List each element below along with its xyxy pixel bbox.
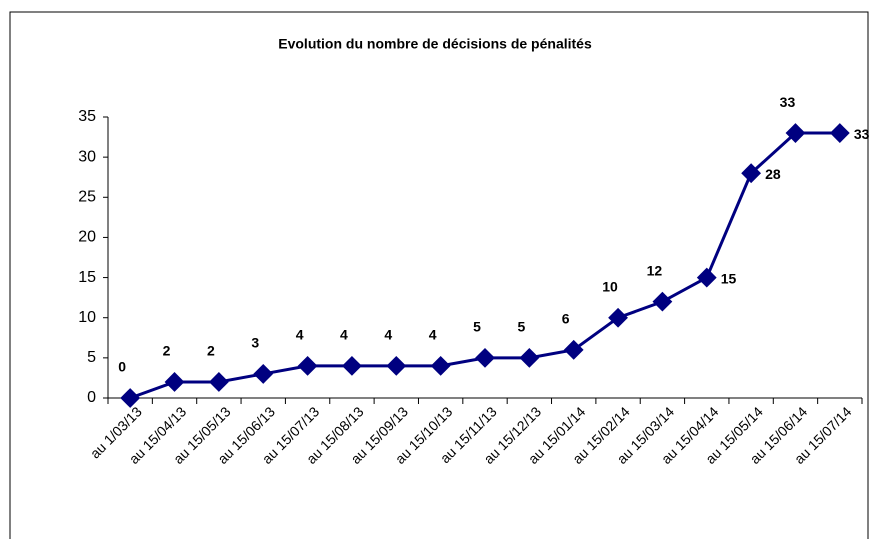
marker	[563, 339, 584, 360]
y-tick-label: 30	[78, 148, 96, 165]
data-label: 3	[251, 335, 259, 351]
data-label: 5	[473, 319, 481, 335]
y-tick-label: 20	[78, 229, 96, 246]
data-label: 12	[647, 262, 663, 278]
data-label: 6	[562, 311, 570, 327]
data-label: 5	[517, 319, 525, 335]
data-label: 4	[384, 327, 392, 343]
data-label: 33	[780, 94, 796, 110]
y-tick-label: 25	[78, 189, 96, 206]
y-tick-label: 5	[87, 349, 96, 366]
data-label: 2	[207, 343, 215, 359]
marker	[253, 364, 274, 384]
marker	[386, 355, 407, 376]
marker	[208, 372, 229, 392]
y-tick-label: 15	[78, 269, 96, 286]
y-tick-label: 0	[87, 389, 96, 406]
data-label: 4	[429, 327, 437, 343]
marker	[164, 372, 185, 392]
marker	[430, 355, 451, 376]
data-label: 10	[602, 278, 618, 294]
data-label: 4	[340, 327, 348, 343]
y-tick-label: 35	[78, 108, 96, 125]
marker	[519, 347, 540, 368]
data-label: 4	[296, 327, 304, 343]
data-label: 2	[163, 343, 171, 359]
marker	[297, 355, 318, 376]
y-tick-label: 10	[78, 309, 96, 326]
marker	[652, 291, 673, 312]
chart-border	[9, 11, 869, 539]
data-label: 33	[854, 126, 870, 142]
data-label: 15	[721, 270, 737, 286]
marker	[120, 388, 141, 408]
chart-title: Evolution du nombre de décisions de péna…	[278, 36, 592, 52]
marker	[342, 355, 362, 376]
marker	[475, 347, 495, 368]
marker	[608, 307, 628, 328]
data-label: 0	[118, 359, 126, 375]
data-label: 28	[765, 166, 781, 182]
marker	[696, 267, 717, 288]
